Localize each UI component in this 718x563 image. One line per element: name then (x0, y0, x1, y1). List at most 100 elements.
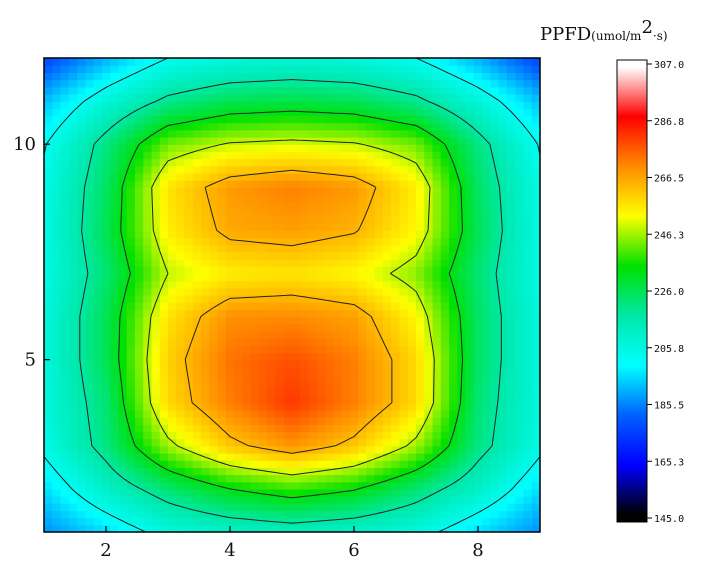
heatmap-cell (242, 510, 252, 519)
heatmap-cell (449, 460, 458, 468)
heatmap-cell (382, 338, 392, 346)
heatmap-cell (267, 165, 277, 174)
heatmap-cell (192, 216, 202, 224)
heatmap-cell (85, 86, 95, 95)
heatmap-cell (118, 366, 128, 375)
heatmap-cell (201, 287, 210, 296)
heatmap-cell (523, 208, 533, 217)
heatmap-cell (209, 488, 219, 497)
heatmap-cell (52, 180, 62, 188)
heatmap-cell (151, 431, 161, 440)
heatmap-cell (366, 496, 376, 504)
heatmap-cell (118, 72, 128, 81)
heatmap-cell (515, 101, 525, 109)
heatmap-cell (523, 72, 533, 81)
heatmap-cell (234, 108, 243, 117)
heatmap-cell (126, 309, 136, 318)
heatmap-cell (275, 237, 285, 246)
heatmap-cell (300, 366, 310, 375)
heatmap-cell (292, 381, 301, 389)
heatmap-cell (424, 467, 434, 476)
heatmap-cell (267, 302, 277, 310)
heatmap-cell (506, 259, 516, 267)
heatmap-cell (440, 101, 450, 109)
heatmap-cell (358, 280, 367, 289)
heatmap-cell (168, 115, 177, 124)
heatmap-cell (482, 287, 491, 296)
heatmap-cell (151, 223, 161, 231)
heatmap-cell (118, 316, 128, 325)
heatmap-cell (192, 101, 202, 109)
heatmap-cell (283, 395, 293, 404)
heatmap-cell (168, 366, 177, 375)
heatmap-cell (168, 467, 177, 476)
heatmap-cell (110, 65, 119, 73)
heatmap-cell (333, 402, 343, 411)
heatmap-cell (424, 172, 434, 181)
heatmap-cell (68, 417, 78, 425)
heatmap-cell (250, 93, 260, 102)
heatmap-cell (126, 201, 136, 210)
heatmap-cell (242, 65, 252, 73)
heatmap-cell (225, 330, 235, 339)
heatmap-cell (283, 445, 293, 454)
heatmap-cell (159, 302, 169, 310)
heatmap-cell (101, 453, 111, 461)
heatmap-cell (473, 460, 483, 468)
heatmap-cell (506, 517, 516, 526)
heatmap-cell (490, 280, 500, 289)
heatmap-cell (275, 374, 285, 382)
heatmap-cell (126, 338, 136, 346)
heatmap-cell (325, 58, 334, 66)
heatmap-cell (275, 481, 285, 490)
heatmap-cell (482, 65, 491, 73)
heatmap-cell (209, 302, 219, 310)
heatmap-cell (366, 172, 376, 181)
heatmap-cell (143, 510, 153, 519)
heatmap-cell (457, 158, 467, 167)
heatmap-cell (52, 65, 62, 73)
heatmap-cell (399, 144, 409, 152)
heatmap-cell (234, 223, 243, 231)
heatmap-cell (308, 194, 318, 203)
heatmap-cell (168, 359, 177, 368)
heatmap-cell (482, 230, 491, 239)
colorbar-title-unit-suffix: ·s) (653, 29, 668, 43)
heatmap-cell (490, 467, 500, 476)
heatmap-cell (341, 366, 351, 375)
heatmap-cell (407, 338, 417, 346)
heatmap-cell (490, 230, 500, 239)
heatmap-cell (201, 488, 210, 497)
heatmap-cell (242, 359, 252, 368)
heatmap-cell (52, 187, 62, 196)
heatmap-cell (176, 172, 186, 181)
heatmap-cell (250, 244, 260, 253)
heatmap-cell (101, 445, 111, 454)
heatmap-cell (316, 409, 326, 418)
heatmap-cell (424, 445, 434, 454)
heatmap-cell (176, 201, 186, 210)
heatmap-cell (283, 129, 293, 138)
heatmap-cell (300, 431, 310, 440)
heatmap-cell (366, 101, 376, 109)
heatmap-cell (209, 172, 219, 181)
heatmap-cell (126, 129, 136, 138)
heatmap-cell (101, 230, 111, 239)
heatmap-cell (143, 86, 153, 95)
heatmap-cell (358, 453, 367, 461)
heatmap-cell (60, 338, 70, 346)
heatmap-cell (498, 158, 508, 167)
heatmap-cell (184, 273, 194, 282)
heatmap-cell (440, 438, 450, 447)
heatmap-cell (440, 251, 450, 260)
heatmap-cell (234, 388, 243, 397)
heatmap-cell (325, 172, 334, 181)
heatmap-cell (366, 366, 376, 375)
heatmap-cell (440, 496, 450, 504)
heatmap-cell (473, 424, 483, 433)
heatmap-cell (126, 158, 136, 167)
heatmap-cell (44, 280, 53, 289)
heatmap-cell (184, 237, 194, 246)
heatmap-cell (250, 510, 260, 519)
